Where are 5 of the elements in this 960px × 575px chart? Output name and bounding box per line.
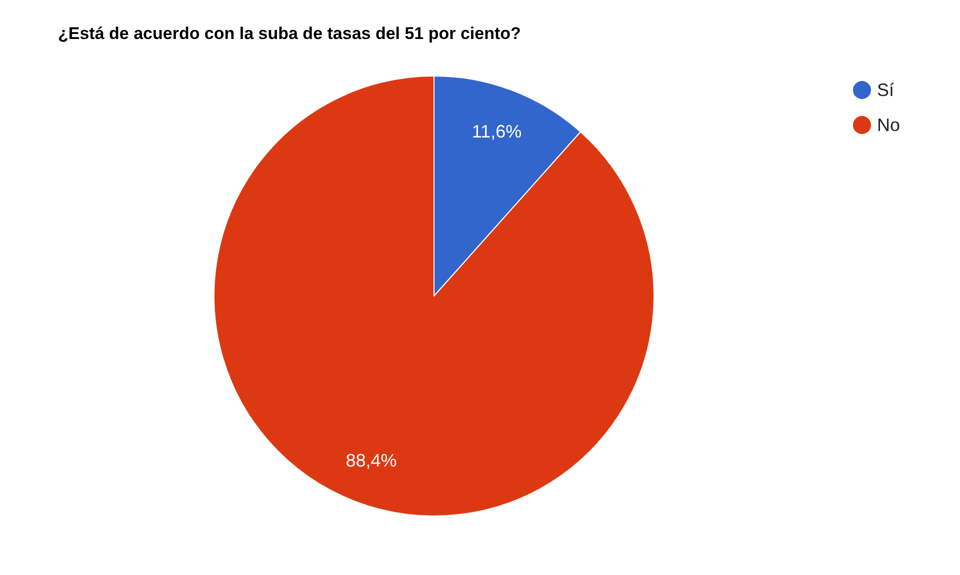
- data-label: 11,6%: [472, 122, 522, 142]
- legend-label: Sí: [876, 80, 894, 100]
- chart-title: ¿Está de acuerdo con la suba de tasas del 51 por ciento?: [58, 24, 521, 43]
- data-label: 88,4%: [346, 450, 397, 470]
- legend-label: No: [876, 115, 900, 135]
